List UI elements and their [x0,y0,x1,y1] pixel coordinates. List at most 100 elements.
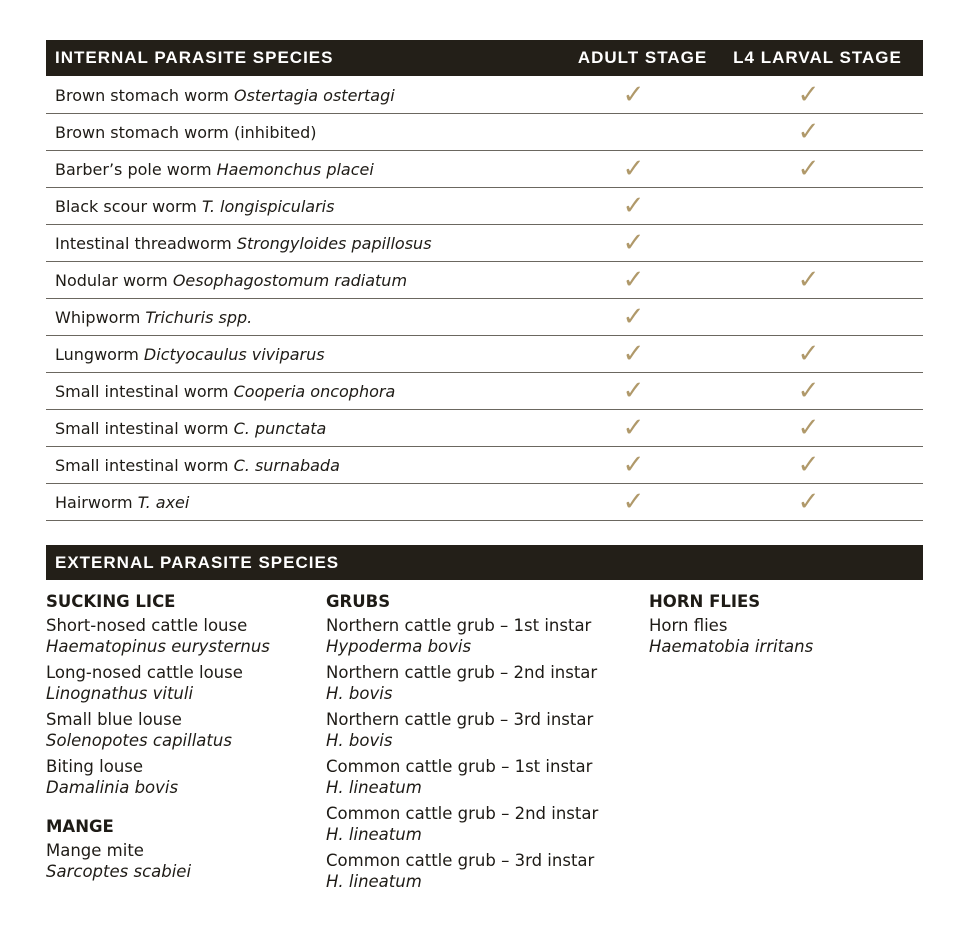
table-row: Brown stomach worm (inhibited) ✓ [46,114,923,151]
latin-name: T. axei [137,492,190,512]
species-name: Whipworm Trichuris spp. [46,308,561,327]
common-name: Common cattle grub – 1st instar [326,757,593,776]
latin-name: Strongyloides papillosus [236,233,432,253]
species-name: Small intestinal worm C. punctata [46,419,561,438]
latin-name: Trichuris spp. [145,307,253,327]
parasite-group: MANGE Mange mite Sarcoptes scabiei [46,816,270,882]
common-name: Barber’s pole worm [55,159,212,179]
species-name: Black scour worm T. longispicularis [46,197,561,216]
table-row: Small intestinal worm C. surnabada ✓ ✓ [46,447,923,484]
list-item: Biting louse Damalinia bovis [46,756,270,798]
common-name: Common cattle grub – 2nd instar [326,804,599,823]
common-name: Biting louse [46,757,144,776]
common-name: Brown stomach worm [55,85,229,105]
common-name: Northern cattle grub – 3rd instar [326,710,594,729]
check-icon: ✓ [797,265,820,295]
internal-table-header: INTERNAL PARASITE SPECIES ADULT STAGE L4… [46,40,923,76]
parasite-group: HORN FLIES Horn flies Haematobia irritans [649,591,813,657]
list-item: Short-nosed cattle louse Haematopinus eur… [46,615,270,657]
latin-name: Sarcoptes scabiei [46,862,192,881]
species-name: Intestinal threadworm Strongyloides papi… [46,234,561,253]
common-name: Northern cattle grub – 2nd instar [326,663,598,682]
common-name: Short-nosed cattle louse [46,616,248,635]
check-icon: ✓ [797,450,820,480]
external-column: HORN FLIES Horn flies Haematobia irritans [649,591,813,675]
common-name: Nodular worm [55,270,168,290]
table-row: Whipworm Trichuris spp. ✓ [46,299,923,336]
check-icon: ✓ [622,80,645,110]
common-name: Common cattle grub – 3rd instar [326,851,595,870]
table-row: Intestinal threadworm Strongyloides papi… [46,225,923,262]
latin-name: C. surnabada [233,455,340,475]
internal-parasite-table: Brown stomach worm Ostertagia ostertagi ✓… [46,77,923,521]
header-adult-stage: ADULT STAGE [577,48,708,67]
latin-name: Haemonchus placei [216,159,374,179]
list-item: Small blue louse Solenopotes capillatus [46,709,270,751]
table-row: Black scour worm T. longispicularis ✓ [46,188,923,225]
latin-name: Cooperia oncophora [233,381,396,401]
check-icon: ✓ [622,154,645,184]
latin-name: Oesophagostomum radiatum [172,270,408,290]
common-name: Northern cattle grub – 1st instar [326,616,592,635]
species-name: Lungworm Dictyocaulus viviparus [46,345,561,364]
check-icon: ✓ [797,80,820,110]
check-icon: ✓ [622,191,645,221]
list-item: Northern cattle grub – 1st instar Hypoder… [326,615,598,657]
list-item: Northern cattle grub – 2nd instar H. bovi… [326,662,598,704]
table-row: Small intestinal worm C. punctata ✓ ✓ [46,410,923,447]
common-name: Horn flies [649,616,728,635]
common-name: Mange mite [46,841,144,860]
latin-name: Hypoderma bovis [326,637,472,656]
common-name: Small intestinal worm [55,381,229,401]
common-name: Intestinal threadworm [55,233,232,253]
list-item: Common cattle grub – 2nd instar H. lineat… [326,803,598,845]
check-icon: ✓ [622,228,645,258]
latin-name: H. lineatum [326,778,422,797]
latin-name: H. bovis [326,731,393,750]
common-name: Brown stomach worm (inhibited) [55,122,317,142]
list-item: Common cattle grub – 3rd instar H. lineat… [326,850,598,892]
latin-name: H. lineatum [326,872,422,891]
table-row: Small intestinal worm Cooperia oncophora… [46,373,923,410]
latin-name: H. bovis [326,684,393,703]
latin-name: Damalinia bovis [46,778,179,797]
list-item: Northern cattle grub – 3rd instar H. bovi… [326,709,598,751]
group-title: GRUBS [326,592,391,611]
check-icon: ✓ [622,376,645,406]
table-row: Lungworm Dictyocaulus viviparus ✓ ✓ [46,336,923,373]
latin-name: Haematopinus eurysternus [46,637,270,656]
check-icon: ✓ [622,487,645,517]
common-name: Black scour worm [55,196,197,216]
list-item: Long-nosed cattle louse Linognathus vitul… [46,662,270,704]
header-l4-stage: L4 LARVAL STAGE [733,48,902,67]
list-item: Mange mite Sarcoptes scabiei [46,840,270,882]
latin-name: Solenopotes capillatus [46,731,232,750]
check-icon: ✓ [797,413,820,443]
common-name: Small intestinal worm [55,455,229,475]
check-icon: ✓ [622,265,645,295]
species-name: Nodular worm Oesophagostomum radiatum [46,271,561,290]
latin-name: T. longispicularis [201,196,335,216]
common-name: Hairworm [55,492,133,512]
check-icon: ✓ [797,376,820,406]
external-column: GRUBS Northern cattle grub – 1st instar Hy… [326,591,598,910]
check-icon: ✓ [797,487,820,517]
check-icon: ✓ [797,339,820,369]
species-name: Brown stomach worm Ostertagia ostertagi [46,86,561,105]
latin-name: Linognathus vituli [46,684,194,703]
header-species: INTERNAL PARASITE SPECIES [55,48,334,67]
latin-name: Haematobia irritans [649,637,814,656]
common-name: Small blue louse [46,710,182,729]
common-name: Small intestinal worm [55,418,229,438]
check-icon: ✓ [797,154,820,184]
check-icon: ✓ [797,117,820,147]
species-name: Hairworm T. axei [46,493,561,512]
species-name: Small intestinal worm Cooperia oncophora [46,382,561,401]
table-row: Brown stomach worm Ostertagia ostertagi ✓… [46,77,923,114]
list-item: Common cattle grub – 1st instar H. lineat… [326,756,598,798]
species-name: Brown stomach worm (inhibited) [46,123,561,142]
parasite-group: SUCKING LICE Short-nosed cattle louse Haem… [46,591,270,798]
common-name: Long-nosed cattle louse [46,663,243,682]
latin-name: H. lineatum [326,825,422,844]
table-row: Hairworm T. axei ✓ ✓ [46,484,923,521]
